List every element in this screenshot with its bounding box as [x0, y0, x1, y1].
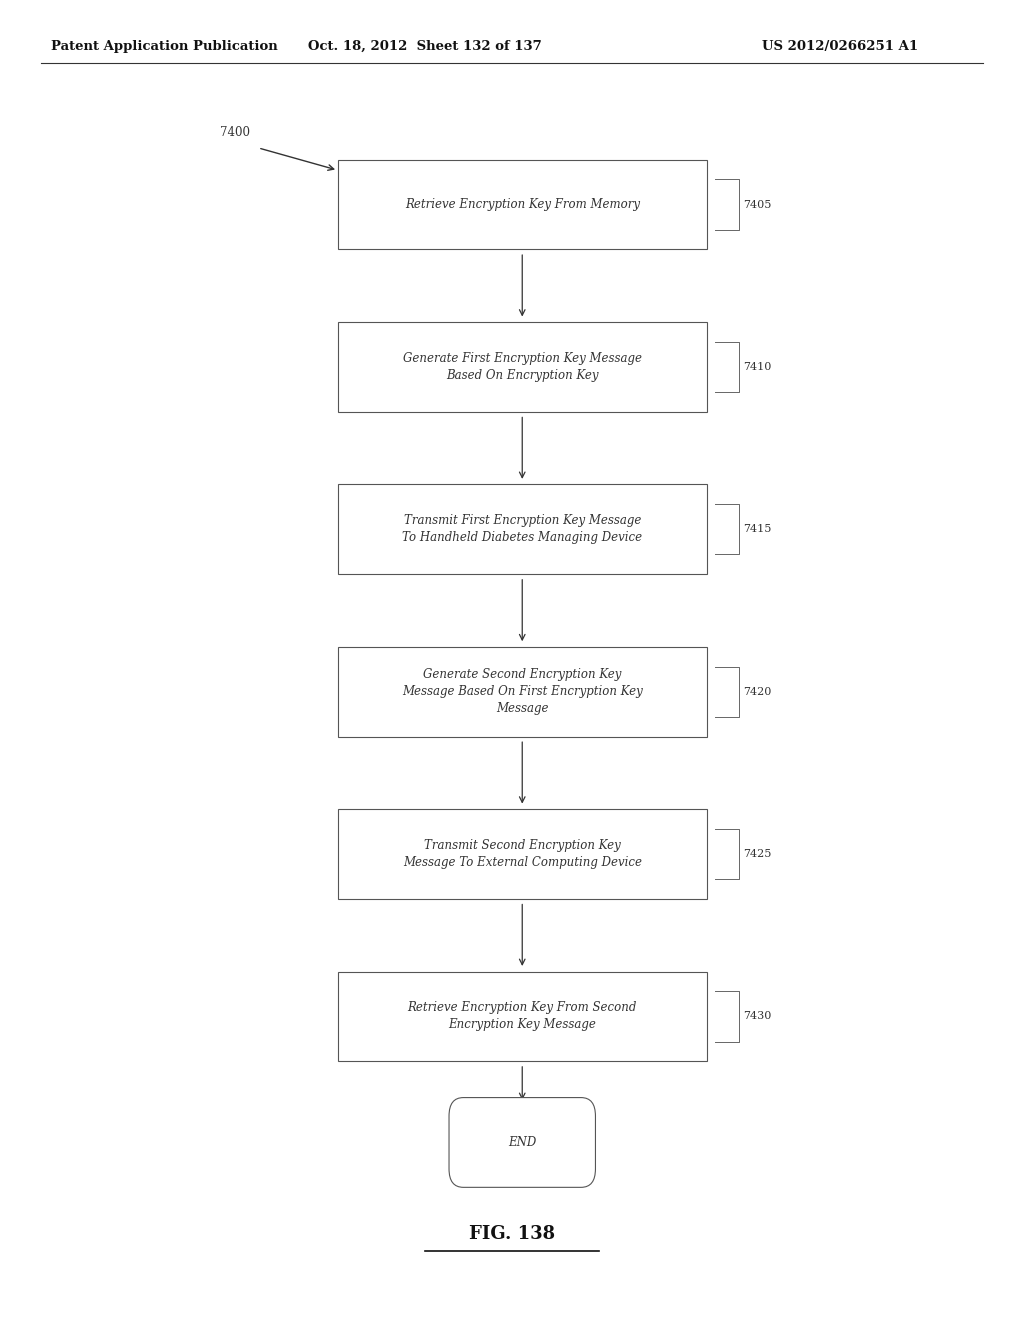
FancyBboxPatch shape — [338, 322, 707, 412]
Text: Patent Application Publication: Patent Application Publication — [51, 40, 278, 53]
FancyBboxPatch shape — [338, 160, 707, 249]
Text: 7425: 7425 — [743, 849, 772, 859]
Text: 7410: 7410 — [743, 362, 772, 372]
FancyBboxPatch shape — [338, 484, 707, 574]
Text: END: END — [508, 1137, 537, 1148]
Text: Retrieve Encryption Key From Memory: Retrieve Encryption Key From Memory — [404, 198, 640, 211]
Text: Transmit Second Encryption Key
Message To External Computing Device: Transmit Second Encryption Key Message T… — [402, 840, 642, 869]
FancyBboxPatch shape — [338, 972, 707, 1061]
Text: 7420: 7420 — [743, 686, 772, 697]
Text: 7405: 7405 — [743, 199, 772, 210]
FancyBboxPatch shape — [338, 809, 707, 899]
FancyBboxPatch shape — [338, 647, 707, 737]
Text: Generate Second Encryption Key
Message Based On First Encryption Key
Message: Generate Second Encryption Key Message B… — [401, 668, 643, 715]
Text: Oct. 18, 2012  Sheet 132 of 137: Oct. 18, 2012 Sheet 132 of 137 — [308, 40, 542, 53]
Text: US 2012/0266251 A1: US 2012/0266251 A1 — [762, 40, 918, 53]
Text: 7430: 7430 — [743, 1011, 772, 1022]
Text: FIG. 138: FIG. 138 — [469, 1225, 555, 1243]
Text: 7400: 7400 — [220, 125, 250, 139]
Text: Generate First Encryption Key Message
Based On Encryption Key: Generate First Encryption Key Message Ba… — [402, 352, 642, 381]
Text: 7415: 7415 — [743, 524, 772, 535]
Text: Retrieve Encryption Key From Second
Encryption Key Message: Retrieve Encryption Key From Second Encr… — [408, 1002, 637, 1031]
FancyBboxPatch shape — [449, 1098, 596, 1188]
Text: Transmit First Encryption Key Message
To Handheld Diabetes Managing Device: Transmit First Encryption Key Message To… — [402, 515, 642, 544]
